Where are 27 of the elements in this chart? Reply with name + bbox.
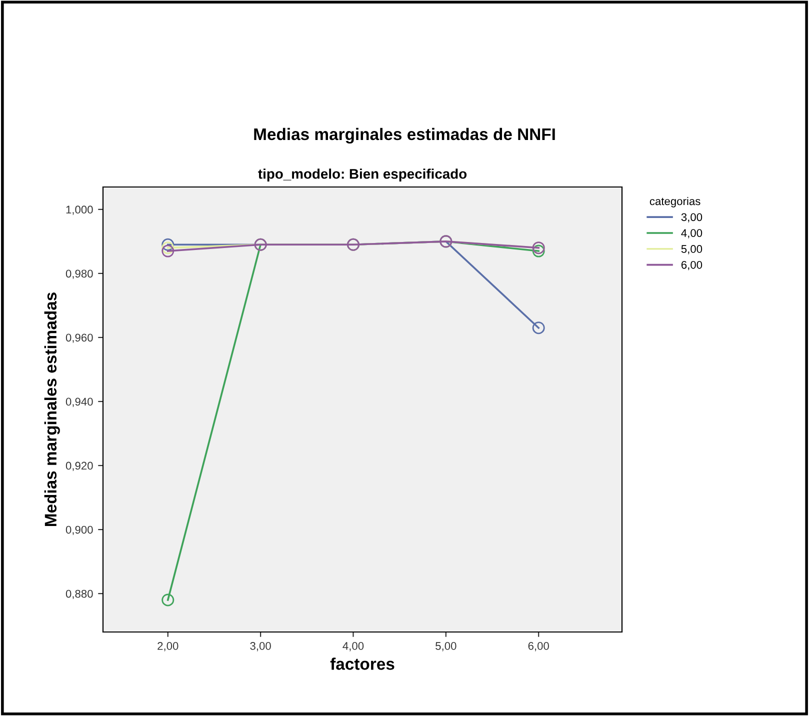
y-tick-label: 0,920 bbox=[66, 462, 93, 471]
x-tick-label: 5,00 bbox=[436, 642, 456, 652]
chart-title: Medias marginales estimadas de NNFI bbox=[254, 128, 555, 144]
legend-label: 5,00 bbox=[681, 245, 702, 254]
legend-label: 6,00 bbox=[681, 260, 702, 270]
y-tick-label: 0,880 bbox=[66, 590, 93, 600]
y-tick-label: 0,900 bbox=[66, 526, 93, 535]
legend-label: 4,00 bbox=[681, 229, 702, 238]
y-tick-label: 0,960 bbox=[66, 334, 93, 343]
point bbox=[162, 244, 174, 258]
x-tick-label: 6,00 bbox=[528, 642, 549, 652]
point bbox=[532, 322, 545, 334]
x-tick-label: 3,00 bbox=[250, 642, 271, 652]
point bbox=[162, 594, 174, 606]
legend-title: categorias bbox=[650, 197, 700, 208]
x-axis-title: factores bbox=[330, 658, 394, 670]
y-tick-label: 0,980 bbox=[66, 270, 93, 279]
x-tick-label: 4,00 bbox=[342, 642, 364, 652]
point bbox=[532, 244, 545, 258]
legend-label: 3,00 bbox=[681, 213, 702, 222]
y-tick-label: 1,000 bbox=[66, 206, 93, 215]
point bbox=[162, 242, 174, 254]
x-tick-label: 2,00 bbox=[158, 642, 178, 652]
chart-subtitle: tipo_modelo: Bien especificado bbox=[258, 168, 467, 182]
y-tick-label: 0,940 bbox=[66, 398, 93, 407]
y-axis-title: Medias marginales estimadas bbox=[44, 292, 60, 526]
point bbox=[162, 238, 174, 251]
